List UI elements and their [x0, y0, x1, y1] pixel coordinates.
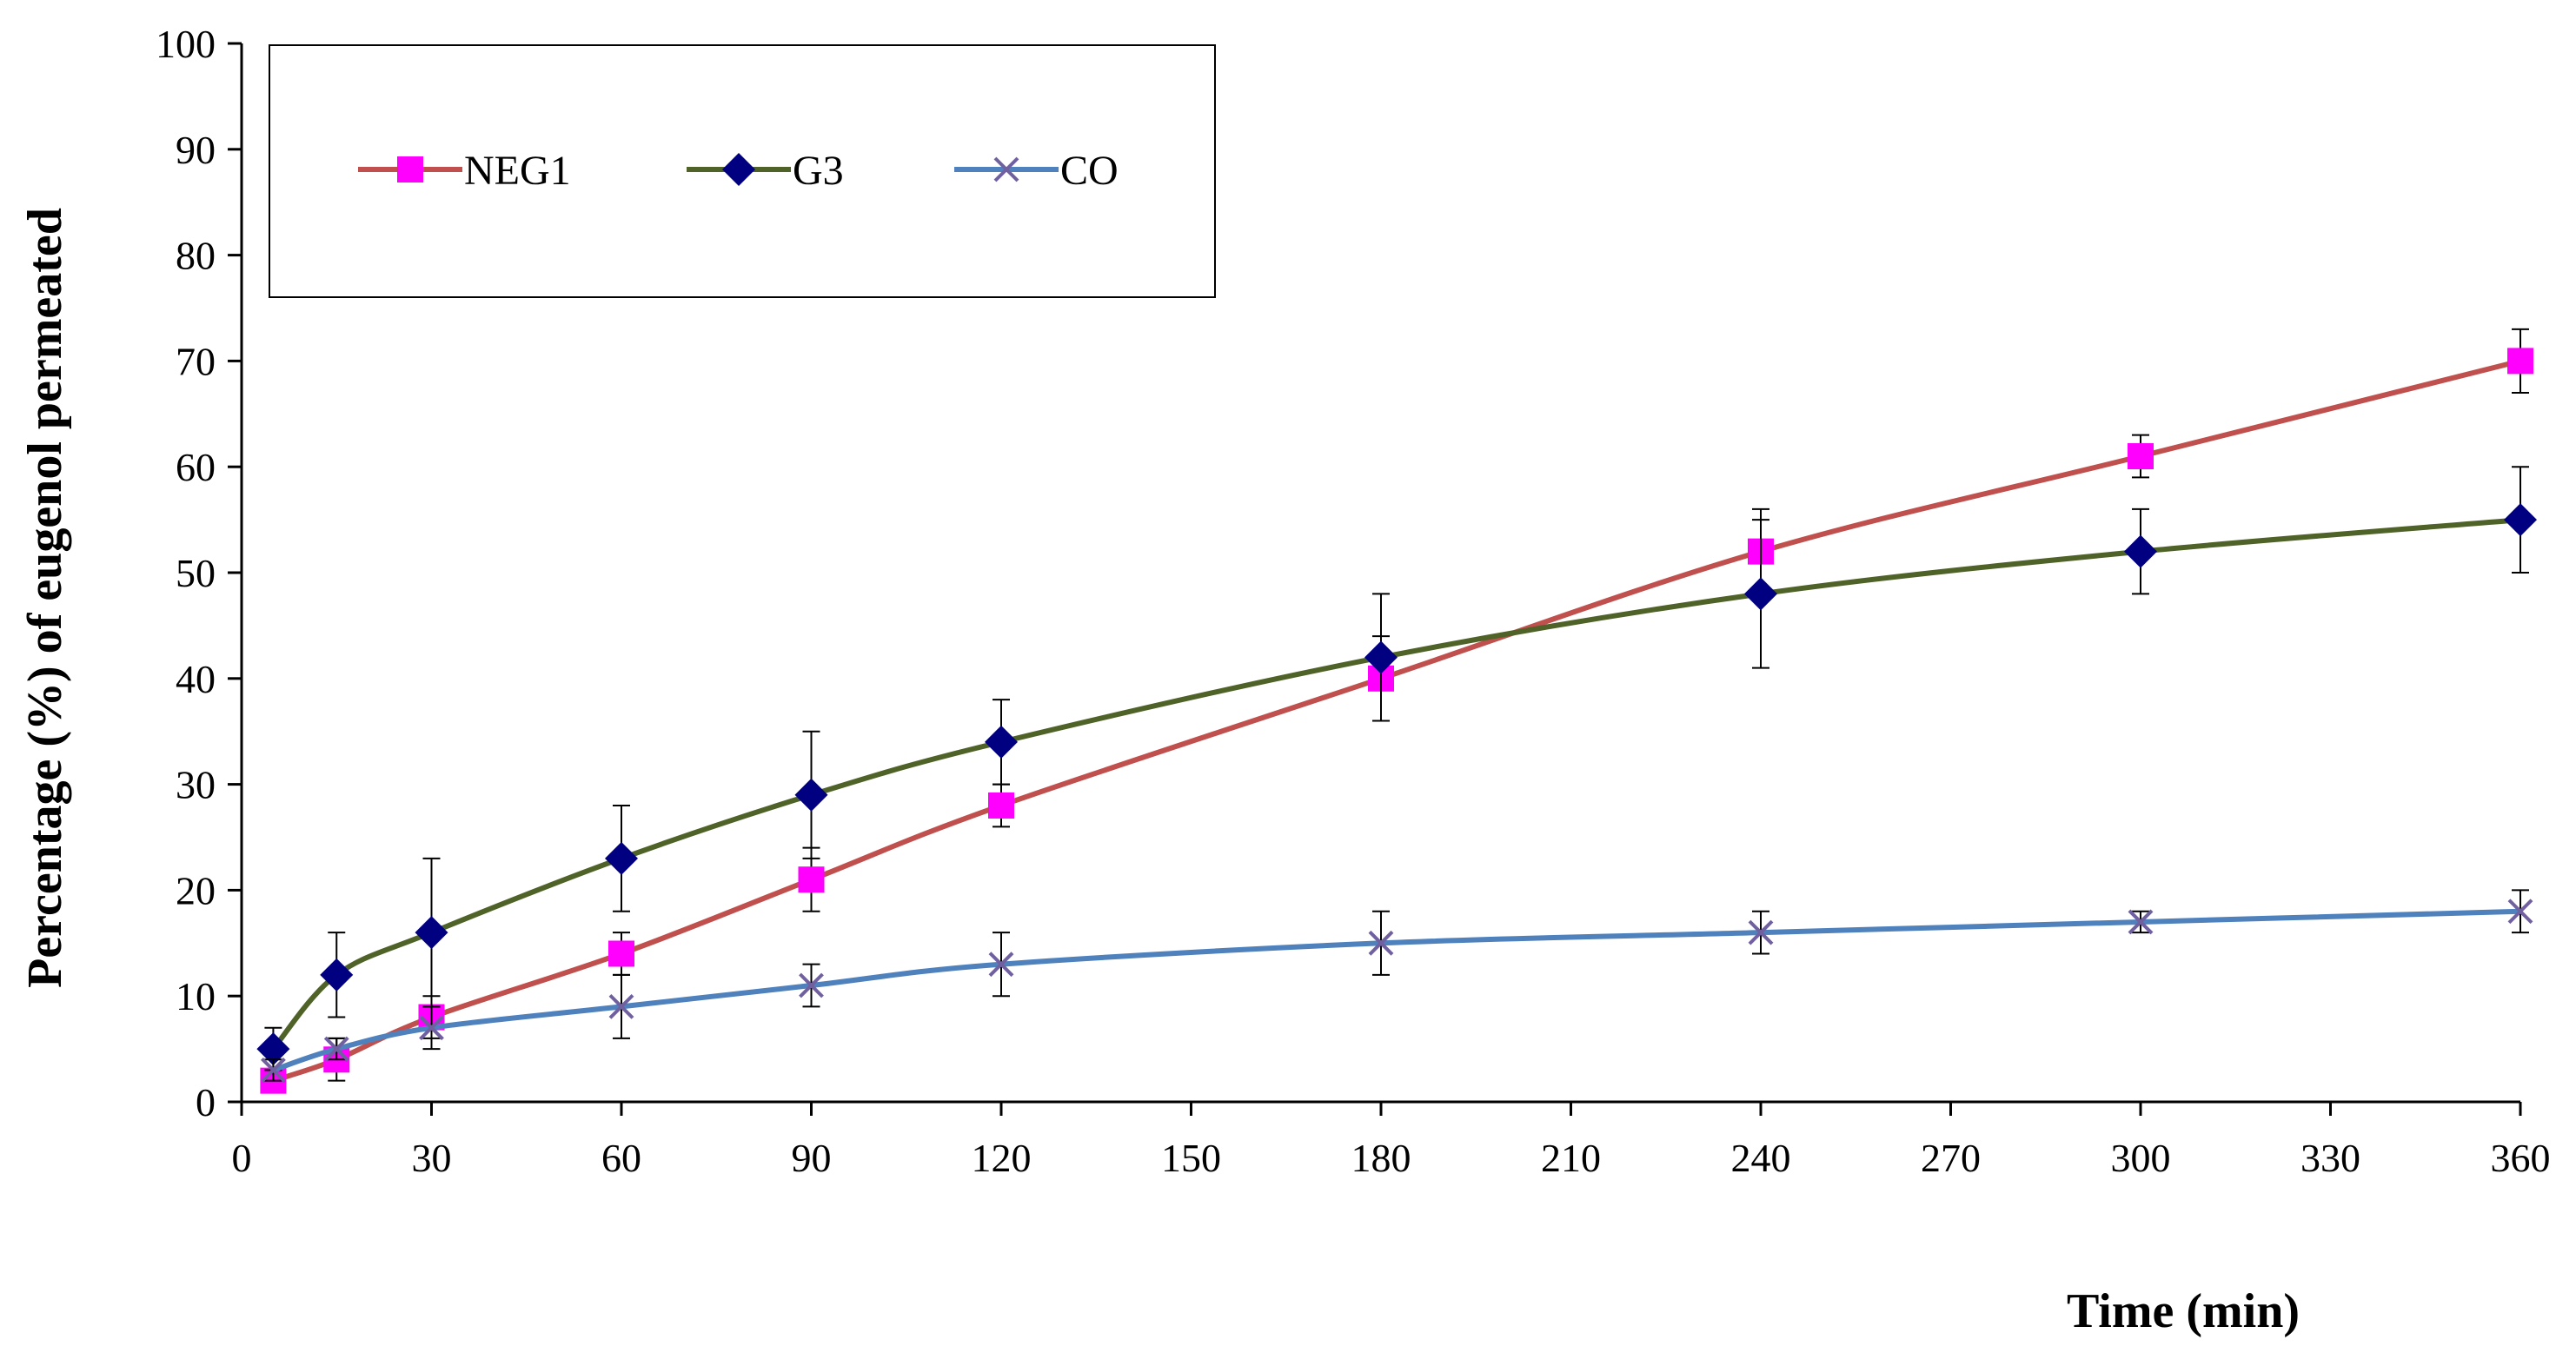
series-line-co: [272, 908, 2521, 1073]
y-tick-label: 80: [176, 234, 216, 278]
data-point-g3: [320, 958, 354, 992]
data-point-neg1: [2128, 443, 2154, 470]
data-point-g3: [256, 1032, 290, 1066]
x-tick-label: 90: [792, 1136, 832, 1180]
legend-marker-neg1: [397, 156, 423, 182]
data-point-g3: [1744, 577, 1777, 611]
data-point-g3: [415, 916, 448, 950]
legend-label-co: CO: [1060, 148, 1119, 194]
x-tick-label: 360: [2491, 1136, 2551, 1180]
x-tick-label: 240: [1731, 1136, 1791, 1180]
y-tick-label: 20: [176, 868, 216, 912]
series-g3: [256, 466, 2537, 1071]
legend: NEG1 G3 CO: [269, 44, 1216, 298]
x-tick-label: 60: [601, 1136, 641, 1180]
y-tick-label: 10: [176, 974, 216, 1018]
plot-area: [256, 328, 2537, 1094]
legend-label-g3: G3: [793, 148, 844, 194]
x-tick-label: 180: [1351, 1136, 1411, 1180]
y-axis-title: Percentage (%) of eugenol permeated: [18, 208, 72, 988]
data-point-co: [323, 1036, 349, 1062]
data-point-co: [419, 1015, 444, 1041]
y-tick-label: 40: [176, 657, 216, 701]
y-tick-label: 30: [176, 763, 216, 807]
y-tick-label: 60: [176, 445, 216, 489]
data-point-g3: [985, 725, 1018, 759]
data-point-co: [1748, 919, 1774, 945]
data-point-neg1: [988, 792, 1014, 819]
data-point-co: [2128, 909, 2154, 935]
legend-marker-g3: [722, 153, 755, 186]
legend-label-neg1: NEG1: [464, 148, 571, 194]
y-tick-label: 70: [176, 339, 216, 383]
data-point-g3: [605, 841, 638, 875]
data-point-neg1: [798, 866, 825, 893]
x-tick-label: 210: [1541, 1136, 1601, 1180]
x-tick-label: 120: [972, 1136, 1032, 1180]
x-tick-label: 150: [1161, 1136, 1221, 1180]
legend-marker-co: [993, 156, 1019, 182]
y-tick-label: 90: [176, 128, 216, 172]
series-line-g3: [271, 517, 2521, 1051]
data-point-neg1: [2507, 348, 2533, 375]
x-tick-label: 330: [2300, 1136, 2360, 1180]
x-tick-label: 270: [1921, 1136, 1981, 1180]
data-point-co: [2507, 899, 2533, 925]
legend-item-co: CO: [954, 148, 1119, 194]
x-axis-title: Time (min): [2067, 1284, 2300, 1338]
data-point-co: [261, 1058, 286, 1083]
y-tick-label: 0: [196, 1080, 216, 1124]
data-point-co: [1368, 930, 1394, 956]
data-point-co: [988, 952, 1014, 978]
y-tick-label: 50: [176, 551, 216, 595]
data-point-g3: [794, 778, 828, 812]
data-point-co: [608, 993, 634, 1019]
x-tick-label: 30: [412, 1136, 452, 1180]
axes: 0 10 20 30 40 50 60 70 80 90 100 0 30 60 90 120 150 180 21…: [156, 22, 2551, 1180]
data-point-g3: [2504, 503, 2537, 537]
series-co: [261, 889, 2533, 1083]
series-neg1: [260, 328, 2533, 1094]
data-point-neg1: [608, 940, 634, 967]
legend-item-g3: G3: [687, 148, 844, 194]
x-tick-label: 0: [232, 1136, 252, 1180]
legend-item-neg1: NEG1: [358, 148, 571, 194]
y-tick-label: 100: [156, 22, 216, 66]
data-point-g3: [2124, 534, 2157, 568]
x-tick-label: 300: [2111, 1136, 2171, 1180]
data-point-co: [799, 972, 824, 998]
series-line-neg1: [272, 358, 2521, 1084]
data-point-g3: [1364, 640, 1398, 674]
